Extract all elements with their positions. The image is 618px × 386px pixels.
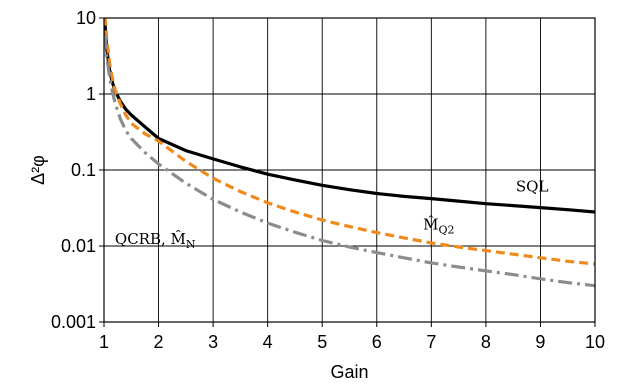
series-label-qcrb: QCRB, M̂N: [115, 230, 196, 251]
y-tick-label: 10: [76, 8, 96, 28]
series-line-2: [104, 34, 595, 288]
x-tick-label: 4: [263, 332, 273, 352]
x-tick-label: 3: [208, 332, 218, 352]
series-layer: [104, 18, 595, 288]
y-tick-label: 1: [86, 84, 96, 104]
y-axis-title: Δ²φ: [28, 155, 48, 185]
x-tick-label: 7: [426, 332, 436, 352]
y-tick-label: 0.001: [51, 312, 96, 332]
x-tick-label: 9: [535, 332, 545, 352]
y-axis: 0.001 0.01 0.1 1 10: [51, 8, 104, 332]
x-tick-label: 6: [372, 332, 382, 352]
x-tick-label: 5: [317, 332, 327, 352]
series-line-1: [104, 18, 595, 266]
x-tick-label: 1: [99, 332, 109, 352]
series-label-sql: SQL: [516, 178, 549, 196]
x-tick-label: 2: [154, 332, 164, 352]
y-tick-label: 0.01: [61, 236, 96, 256]
grid: [103, 17, 596, 323]
x-axis-title: Gain: [330, 362, 368, 382]
x-tick-label: 8: [481, 332, 491, 352]
x-axis: 1 2 3 4 5 6 7 8 9 10: [99, 322, 605, 352]
y-tick-label: 0.1: [71, 160, 96, 180]
x-tick-label: 10: [585, 332, 605, 352]
series-label-mq2: M̂Q2: [423, 215, 454, 236]
series-annotations: SQL M̂Q2 QCRB, M̂N: [115, 178, 549, 251]
